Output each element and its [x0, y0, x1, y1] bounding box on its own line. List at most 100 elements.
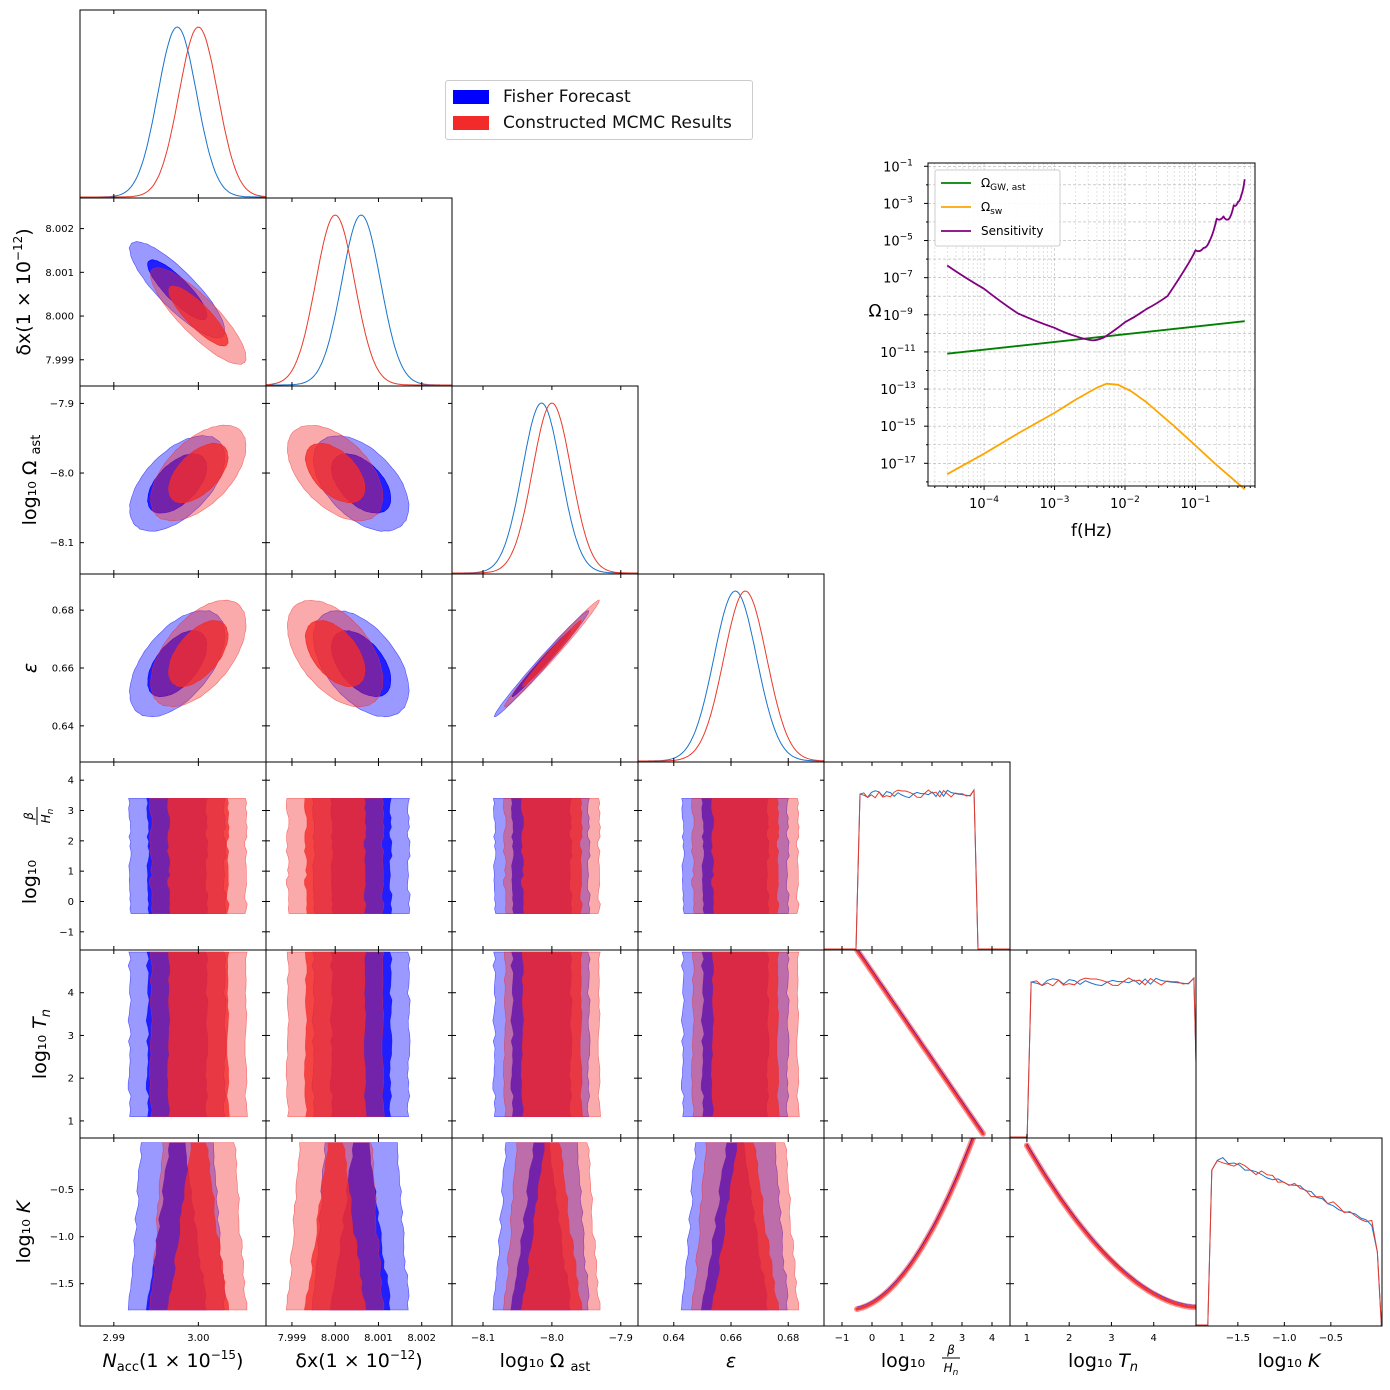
mcmc-band-68: [303, 1142, 367, 1311]
label-part: 10: [883, 272, 900, 287]
panel-content: [492, 951, 601, 1117]
panel-content: [127, 951, 248, 1117]
x-tick-label: −7.9: [609, 1333, 633, 1344]
fisher-curve: [1196, 1156, 1382, 1326]
mcmc-band-68: [520, 951, 584, 1117]
label-part: 10: [883, 197, 900, 212]
y-tick-label: −8.1: [50, 538, 74, 549]
label-part: Ω: [981, 200, 990, 214]
label-part: δx(1 × 10: [13, 261, 35, 356]
panel-bg: [266, 198, 452, 386]
label-part: −3: [900, 195, 913, 205]
x-axis-label-log10_beta_Hn: log₁₀: [881, 1350, 925, 1372]
label-part: H: [944, 1361, 953, 1375]
mcmc-curve: [80, 26, 266, 198]
panel-6-6: [1195, 1137, 1383, 1327]
y-axis-label-log10_Omega_ast: log₁₀ Ω ast: [19, 435, 44, 526]
inset-legend-label: Ωsw: [981, 200, 1002, 217]
panel-4-4: [823, 761, 1011, 951]
y-tick-label: −0.5: [50, 1185, 74, 1196]
fisher-curve: [1010, 976, 1196, 1138]
fisher-curve: [266, 214, 452, 386]
panel-content: [128, 599, 247, 718]
inset-series-0: [947, 320, 1245, 355]
panel-content: [286, 425, 410, 532]
fisher-edge: [857, 950, 984, 1132]
panel-content: [128, 798, 248, 914]
mcmc-band-68: [167, 1142, 230, 1311]
legend-swatch-fisher: [453, 90, 489, 104]
x-tick-label: −1.5: [1226, 1333, 1250, 1344]
label-part: n: [953, 1368, 959, 1378]
label-part: −2: [1127, 495, 1140, 505]
x-tick-label: 8.000: [321, 1333, 350, 1344]
panel-bg: [1196, 1138, 1382, 1326]
mcmc-contour-68: [304, 442, 366, 504]
x-label-beta-den: Hn: [944, 1361, 959, 1378]
inset-xlabel: f(Hz): [1071, 521, 1112, 541]
label-part: −12: [390, 1348, 415, 1362]
mcmc-band-68: [710, 951, 780, 1117]
x-tick-label: 2: [1066, 1333, 1072, 1344]
label-part: H: [39, 814, 53, 823]
label-part: N: [103, 1350, 117, 1372]
x-tick-label: 0.64: [663, 1333, 685, 1344]
label-part: n: [1130, 1360, 1138, 1375]
panel-0-0: [79, 9, 267, 199]
panel-3-3: [637, 573, 825, 763]
inset-y-tick-label: 10−7: [883, 270, 913, 287]
panel-4-3: [637, 761, 825, 951]
x-tick-label: 0.66: [720, 1333, 742, 1344]
label-part: −3: [1056, 495, 1069, 505]
mcmc-band-68: [711, 1142, 780, 1311]
legend-swatch-mcmc: [453, 116, 489, 130]
label-part: 10: [969, 497, 986, 512]
y-tick-label: 1: [68, 867, 74, 878]
label-part: 10: [880, 420, 897, 435]
label-part: −1: [900, 158, 913, 168]
y-tick-label: 7.999: [45, 355, 74, 366]
mcmc-curve: [1196, 1160, 1382, 1326]
x-tick-label: 8.001: [364, 1333, 393, 1344]
legend-entry-mcmc: Constructed MCMC Results: [453, 113, 732, 133]
y-tick-label: 4: [68, 988, 74, 999]
x-tick-label: 3.00: [187, 1333, 209, 1344]
y-axis-label-log10_Tn: log₁₀ Tn: [29, 1009, 54, 1079]
legend-entry-fisher: Fisher Forecast: [453, 87, 631, 107]
label-part: log₁₀ Ω: [500, 1350, 571, 1372]
x-tick-label: 8.002: [407, 1333, 436, 1344]
y-tick-label: 2: [68, 1074, 74, 1085]
mcmc-band-68: [710, 798, 780, 914]
panel-content: [1023, 1142, 1196, 1311]
x-tick-label: −1: [835, 1333, 850, 1344]
label-part: ε: [726, 1350, 736, 1372]
label-part: ε: [19, 663, 41, 673]
panel-bg: [452, 386, 638, 574]
x-label-beta-num: β: [946, 1343, 955, 1357]
y-tick-label: 1: [68, 1116, 74, 1127]
panel-bg: [1010, 950, 1196, 1138]
panel-content: [680, 1142, 800, 1311]
y-tick-label: 8.002: [45, 224, 74, 235]
mcmc-contour-68: [522, 619, 582, 688]
mcmc-contour-68: [168, 442, 229, 504]
label-part: −4: [986, 495, 1000, 505]
mcmc-band-68: [520, 1142, 583, 1311]
inset-legend-box: [934, 169, 1061, 247]
y-tick-label: −8.0: [50, 469, 74, 480]
y-label-fraction: β Hn: [22, 807, 56, 825]
x-tick-label: −0.5: [1319, 1333, 1343, 1344]
mcmc-band-68: [303, 798, 367, 914]
label-part: −17: [897, 455, 916, 465]
label-part: 10: [883, 160, 900, 175]
label-part: −9: [900, 307, 914, 317]
y-axis-label-dx: δx(1 × 10−12): [11, 228, 35, 355]
label-part: −15: [211, 1348, 236, 1362]
label-part: ast: [29, 435, 44, 455]
x-tick-label: −8.0: [540, 1333, 564, 1344]
label-t: T: [29, 1016, 51, 1029]
y-tick-label: −1.5: [50, 1279, 74, 1290]
label-k: K: [1308, 1350, 1322, 1372]
panel-1-1: [265, 197, 453, 387]
inset-ylabel: Ω: [869, 302, 882, 322]
